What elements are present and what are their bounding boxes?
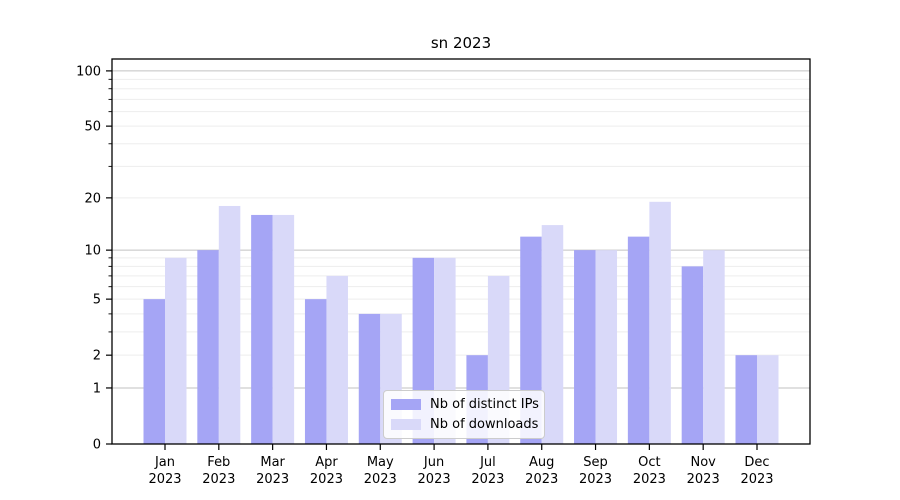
bar-distinct-ips-may bbox=[358, 313, 381, 444]
chart-title: sn 2023 bbox=[430, 34, 492, 52]
legend-swatch-downloads bbox=[391, 419, 421, 430]
x-tick-label-month: Mar bbox=[260, 455, 285, 470]
x-tick-label-year: 2023 bbox=[471, 472, 504, 487]
legend-swatch-distinct-ips bbox=[391, 399, 421, 410]
y-tick-label: 2 bbox=[93, 349, 101, 364]
plot-border bbox=[111, 58, 811, 445]
bar-downloads-dec bbox=[757, 355, 779, 444]
bar-distinct-ips-feb bbox=[197, 250, 219, 444]
bar-distinct-ips-mar bbox=[251, 214, 273, 444]
bar-distinct-ips-jan bbox=[143, 299, 165, 444]
x-tick-label-month: Feb bbox=[207, 455, 230, 470]
bar-downloads-jan bbox=[165, 257, 187, 444]
x-tick-label-month: Sep bbox=[583, 455, 608, 470]
bar-downloads-aug bbox=[541, 225, 564, 444]
bar-distinct-ips-sep bbox=[574, 250, 596, 444]
y-tick-label: 0 bbox=[93, 438, 101, 453]
x-tick-label-month: Aug bbox=[529, 455, 554, 470]
bar-downloads-oct bbox=[649, 201, 671, 444]
x-tick-label-month: May bbox=[367, 455, 394, 470]
x-tick-label-month: Jun bbox=[423, 455, 444, 470]
y-tick-label: 50 bbox=[84, 120, 101, 135]
x-tick-label-year: 2023 bbox=[418, 472, 451, 487]
x-tick-label-month: Jul bbox=[479, 455, 496, 470]
x-tick-label-year: 2023 bbox=[740, 472, 773, 487]
legend-item-downloads: Nb of downloads bbox=[391, 417, 539, 432]
y-tick-label: 1 bbox=[93, 381, 101, 396]
x-tick-label-year: 2023 bbox=[525, 472, 558, 487]
x-tick-label-year: 2023 bbox=[633, 472, 666, 487]
y-tick-label: 20 bbox=[84, 191, 101, 206]
x-tick-label-month: Nov bbox=[690, 455, 716, 470]
bar-distinct-ips-dec bbox=[735, 355, 757, 444]
x-tick-label-year: 2023 bbox=[256, 472, 289, 487]
legend-label-downloads: Nb of downloads bbox=[430, 417, 539, 432]
y-tick-label: 10 bbox=[84, 244, 101, 259]
bar-downloads-mar bbox=[272, 214, 295, 444]
bar-downloads-feb bbox=[218, 205, 241, 444]
y-tick-label: 100 bbox=[76, 64, 101, 79]
bar-downloads-apr bbox=[326, 275, 348, 444]
y-tick-label: 5 bbox=[93, 293, 101, 308]
legend-item-distinct-ips: Nb of distinct IPs bbox=[391, 397, 539, 412]
bar-distinct-ips-apr bbox=[304, 299, 327, 444]
bar-downloads-nov bbox=[703, 250, 725, 444]
x-tick-label-month: Jan bbox=[154, 455, 175, 470]
x-tick-label-month: Dec bbox=[744, 455, 769, 470]
legend-label-distinct-ips: Nb of distinct IPs bbox=[430, 397, 539, 412]
bar-distinct-ips-nov bbox=[681, 266, 704, 444]
legend: Nb of distinct IPs Nb of downloads bbox=[383, 390, 545, 439]
bar-distinct-ips-oct bbox=[627, 236, 650, 444]
x-tick-label-month: Apr bbox=[315, 455, 338, 470]
x-tick-label-year: 2023 bbox=[202, 472, 235, 487]
bar-downloads-sep bbox=[595, 250, 618, 444]
x-tick-label-year: 2023 bbox=[148, 472, 181, 487]
x-tick-label-year: 2023 bbox=[687, 472, 720, 487]
x-tick-label-year: 2023 bbox=[579, 472, 612, 487]
x-tick-label-year: 2023 bbox=[310, 472, 343, 487]
x-tick-label-month: Oct bbox=[638, 455, 660, 470]
x-tick-label-year: 2023 bbox=[364, 472, 397, 487]
